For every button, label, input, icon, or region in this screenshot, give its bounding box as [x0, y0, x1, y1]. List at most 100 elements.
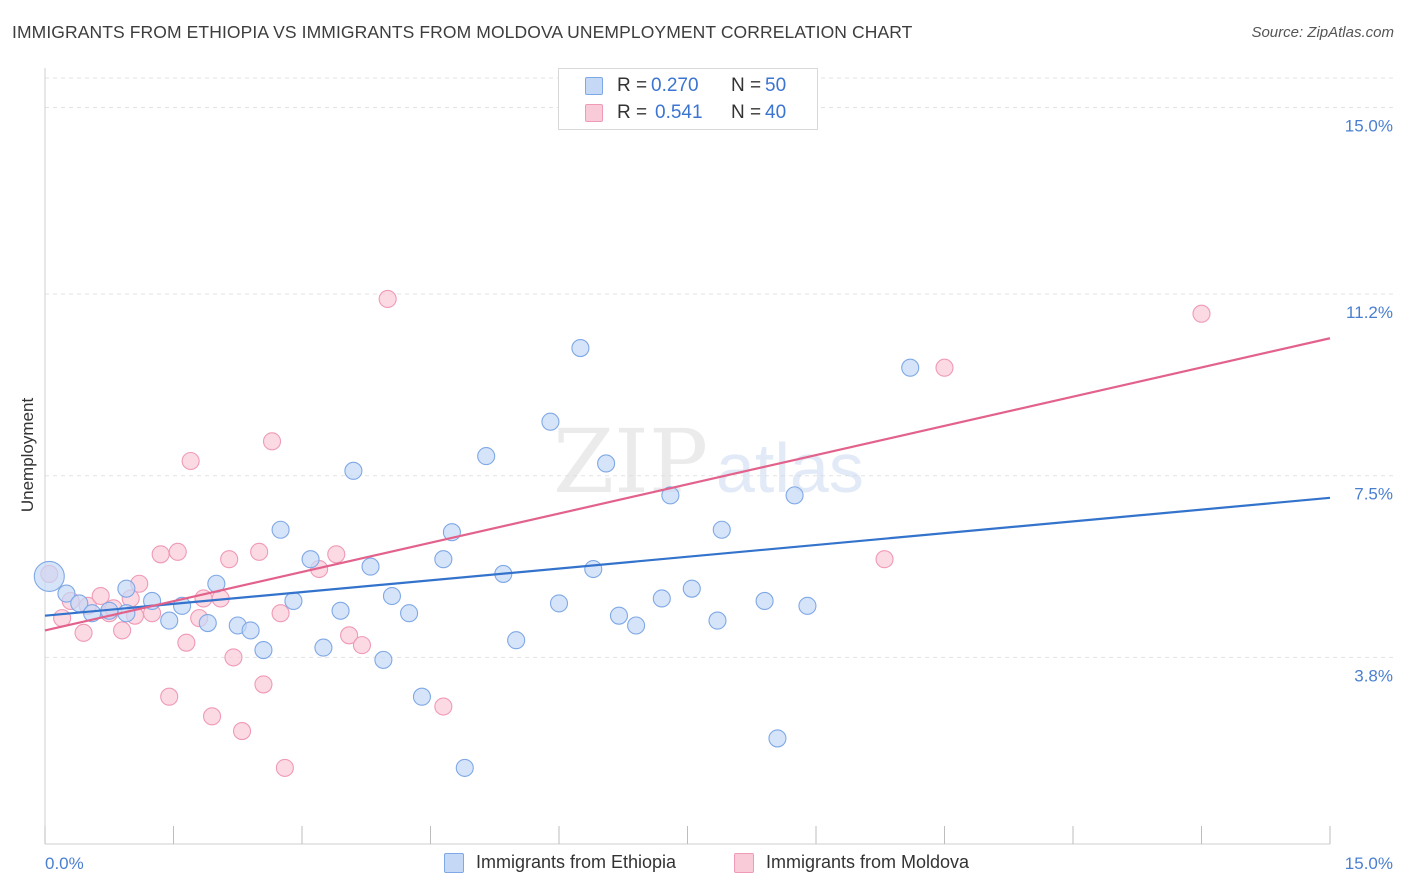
- point-ethiopia: [712, 520, 731, 539]
- point-ethiopia: [160, 611, 179, 630]
- point-ethiopia: [301, 550, 320, 569]
- point-moldova: [91, 586, 110, 606]
- point-moldova: [434, 697, 453, 716]
- point-moldova: [220, 550, 239, 569]
- legend-n-value: 50: [765, 75, 787, 96]
- y-tick-label: 11.2%: [1346, 303, 1393, 322]
- point-moldova: [74, 623, 93, 642]
- point-ethiopia: [117, 579, 136, 598]
- point-ethiopia: [254, 640, 273, 660]
- point-ethiopia: [241, 621, 260, 640]
- point-moldova: [875, 550, 894, 569]
- point-ethiopia: [661, 486, 680, 505]
- point-moldova: [262, 432, 282, 451]
- x-tick-label-max: 15.0%: [1345, 854, 1393, 873]
- grid-lines: [45, 77, 1395, 658]
- point-ethiopia: [901, 358, 920, 377]
- x-tick-label-min: 0.0%: [45, 854, 84, 873]
- point-ethiopia: [549, 594, 569, 613]
- point-ethiopia: [400, 604, 419, 623]
- point-ethiopia: [571, 339, 590, 358]
- point-ethiopia: [33, 560, 65, 592]
- point-moldova: [181, 451, 200, 471]
- series-moldova-points: [40, 289, 1211, 777]
- point-ethiopia: [57, 584, 76, 603]
- point-moldova: [378, 289, 397, 309]
- point-ethiopia: [507, 631, 526, 650]
- bottom-legend-label-ethiopia: Immigrants from Ethiopia: [476, 852, 677, 872]
- legend-n-value: 40: [765, 102, 787, 123]
- point-ethiopia: [361, 557, 380, 576]
- legend-r-label: R =: [617, 75, 648, 96]
- point-moldova: [151, 545, 170, 564]
- chart-title: IMMIGRANTS FROM ETHIOPIA VS IMMIGRANTS F…: [12, 22, 913, 42]
- legend-r-value: 0.541: [655, 102, 703, 123]
- point-moldova: [271, 604, 290, 623]
- point-moldova: [254, 675, 273, 694]
- point-ethiopia: [609, 606, 629, 625]
- y-tick-label: 7.5%: [1354, 485, 1393, 504]
- point-moldova: [177, 633, 196, 652]
- point-ethiopia: [652, 589, 671, 608]
- point-ethiopia: [477, 447, 496, 466]
- y-tick-label: 3.8%: [1354, 666, 1393, 685]
- point-ethiopia: [785, 486, 804, 505]
- point-ethiopia: [173, 596, 192, 615]
- legend-n-label: N =: [731, 75, 762, 96]
- point-ethiopia: [682, 579, 701, 598]
- point-moldova: [275, 758, 294, 777]
- point-ethiopia: [331, 601, 350, 620]
- correlation-legend: R = 0.270 N = 50 R = 0.541 N = 40: [558, 68, 818, 130]
- point-moldova: [224, 648, 243, 667]
- point-ethiopia: [708, 611, 727, 630]
- point-ethiopia: [314, 638, 333, 657]
- point-ethiopia: [455, 758, 474, 777]
- y-axis-label: Unemployment: [18, 398, 37, 513]
- legend-swatch-ethiopia: [585, 77, 603, 95]
- bottom-legend-label-moldova: Immigrants from Moldova: [766, 852, 970, 872]
- watermark-zip: ZIP: [553, 410, 708, 513]
- point-moldova: [250, 542, 269, 561]
- trend-lines: [44, 337, 1331, 632]
- point-ethiopia: [344, 461, 363, 480]
- point-ethiopia: [374, 650, 393, 669]
- point-moldova: [113, 621, 132, 640]
- point-moldova: [232, 722, 252, 741]
- point-ethiopia: [284, 591, 303, 610]
- bottom-legend-swatch-moldova: [734, 853, 754, 873]
- point-moldova: [160, 687, 179, 706]
- point-ethiopia: [434, 550, 453, 569]
- point-moldova: [935, 358, 954, 377]
- tick-labels: 3.8% 7.5% 11.2% 15.0% 0.0% 15.0%: [45, 116, 1393, 873]
- axes: [44, 68, 1331, 845]
- point-ethiopia: [541, 412, 560, 431]
- point-ethiopia: [798, 596, 817, 615]
- trend-line-ethiopia: [44, 496, 1331, 617]
- trend-line-moldova: [44, 337, 1331, 632]
- point-moldova: [352, 636, 372, 655]
- point-ethiopia: [382, 586, 402, 606]
- point-ethiopia: [271, 520, 290, 539]
- point-ethiopia: [412, 687, 431, 706]
- point-moldova: [1192, 304, 1211, 323]
- bottom-legend-swatch-ethiopia: [444, 853, 464, 873]
- series-ethiopia-points: [33, 339, 920, 777]
- point-moldova: [327, 545, 346, 564]
- point-ethiopia: [768, 729, 787, 748]
- point-ethiopia: [198, 613, 217, 633]
- chart-source: Source: ZipAtlas.com: [1251, 24, 1394, 41]
- legend-r-label: R =: [617, 102, 648, 123]
- point-ethiopia: [584, 559, 603, 579]
- point-moldova: [168, 542, 187, 561]
- y-tick-label: 15.0%: [1345, 116, 1393, 135]
- point-ethiopia: [755, 591, 774, 610]
- legend-n-label: N =: [731, 102, 762, 123]
- point-ethiopia: [597, 454, 616, 473]
- legend-swatch-moldova: [585, 104, 603, 122]
- legend-r-value: 0.270: [651, 75, 699, 96]
- point-moldova: [203, 707, 222, 726]
- watermark: ZIP atlas: [553, 410, 864, 513]
- point-moldova: [340, 626, 359, 645]
- point-ethiopia: [627, 616, 646, 635]
